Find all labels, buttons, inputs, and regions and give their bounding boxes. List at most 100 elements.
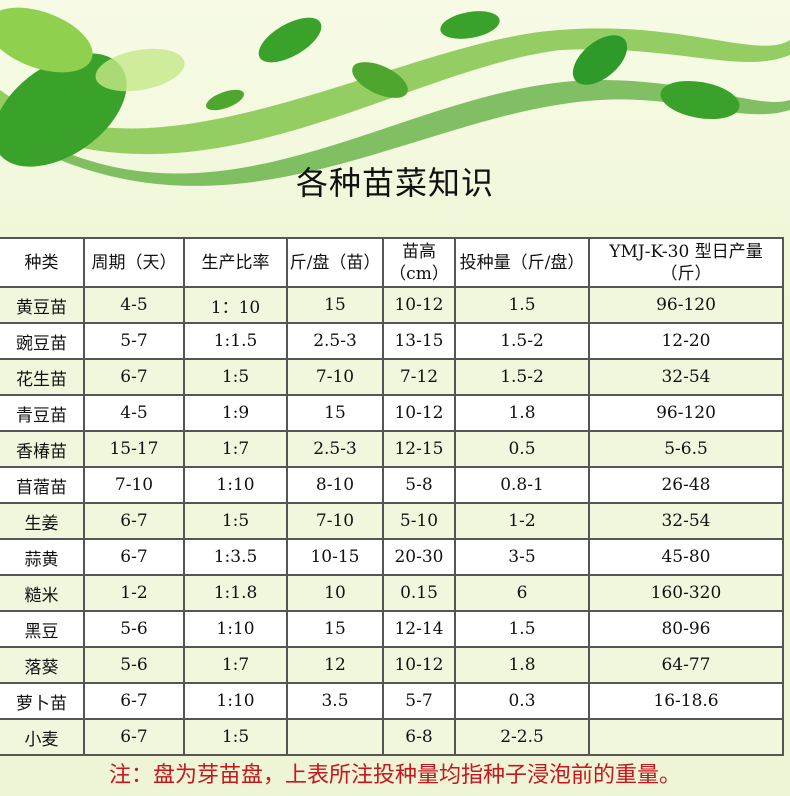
- table-cell: 7-10: [83, 466, 185, 504]
- table-cell: 1:5: [183, 358, 288, 396]
- table-row: 青豆苗 4-5 1:9 15 10-12 1.8 96-120: [0, 394, 784, 432]
- green-leaves-decoration: [0, 7, 790, 186]
- table-cell: 1:10: [183, 682, 288, 720]
- table-row: 糙米 1-2 1:1.8 10 0.15 6 160-320: [0, 574, 784, 612]
- table-cell: 1.8: [454, 646, 590, 684]
- table-cell: 1:10: [183, 466, 288, 504]
- table-cell: 32-54: [588, 502, 784, 540]
- table-cell: 15: [286, 610, 384, 648]
- table-cell: 64-77: [588, 646, 784, 684]
- table-cell: 0.5: [454, 430, 590, 468]
- page-title: 各种苗菜知识: [295, 164, 494, 202]
- table-cell: 2.5-3: [286, 322, 384, 360]
- table-cell: 4-5: [83, 286, 185, 324]
- table-cell: 7-10: [286, 358, 384, 396]
- table-cell: 10-12: [382, 286, 456, 324]
- table-cell: 豌豆苗: [0, 322, 85, 360]
- table-cell: 小麦: [0, 718, 85, 756]
- column-header: YMJ-K-30 型日产量（斤）: [588, 237, 784, 288]
- table-cell: 1:5: [183, 502, 288, 540]
- table-cell: 生姜: [0, 502, 85, 540]
- table-cell: 3.5: [286, 682, 384, 720]
- table-cell: 12-20: [588, 322, 784, 360]
- table-cell: 7-12: [382, 358, 456, 396]
- table-row: 蒜黄 6-7 1:3.5 10-15 20-30 3-5 45-80: [0, 538, 784, 576]
- table-cell: 12: [286, 646, 384, 684]
- column-header: 斤/盘（苗）: [286, 237, 384, 288]
- table-cell: 1:10: [183, 610, 288, 648]
- table-cell: 1:1.8: [183, 574, 288, 612]
- table-cell: 80-96: [588, 610, 784, 648]
- table-cell: 5-6: [83, 610, 185, 648]
- table-cell: 3-5: [454, 538, 590, 576]
- table-cell: 1.5: [454, 610, 590, 648]
- table-cell: 0.8-1: [454, 466, 590, 504]
- table-row: 黄豆苗 4-5 1：10 15 10-12 1.5 96-120: [0, 286, 784, 324]
- table-cell: 1:7: [183, 646, 288, 684]
- table-cell: 香椿苗: [0, 430, 85, 468]
- table-cell: 6-7: [83, 718, 185, 756]
- table-header-row: 种类 周期（天） 生产比率 斤/盘（苗） 苗高（cm） 投种量（斤/盘） YMJ-K-30 …: [0, 237, 784, 288]
- table-cell: 6-7: [83, 358, 185, 396]
- table-cell: 15: [286, 394, 384, 432]
- table-cell: 1.5-2: [454, 358, 590, 396]
- table-cell: 2.5-3: [286, 430, 384, 468]
- table-row: 小麦 6-7 1:5 6-8 2-2.5: [0, 718, 784, 756]
- table-cell: 5-8: [382, 466, 456, 504]
- table-cell: 26-48: [588, 466, 784, 504]
- footnote: 注：盘为芽苗盘，上表所注投种量均指种子浸泡前的重量。: [108, 763, 681, 788]
- table-cell: 10-15: [286, 538, 384, 576]
- table-cell: 96-120: [588, 394, 784, 432]
- table-cell: 20-30: [382, 538, 456, 576]
- table-cell: 5-6.5: [588, 430, 784, 468]
- table-cell: 1-2: [83, 574, 185, 612]
- table-cell: 13-15: [382, 322, 456, 360]
- table-cell: 10: [286, 574, 384, 612]
- table-cell: 1：10: [183, 286, 288, 324]
- table-cell: 2-2.5: [454, 718, 590, 756]
- table-row: 香椿苗 15-17 1:7 2.5-3 12-15 0.5 5-6.5: [0, 430, 784, 468]
- table-cell: 0.3: [454, 682, 590, 720]
- table-row: 黑豆 5-6 1:10 15 12-14 1.5 80-96: [0, 610, 784, 648]
- column-header: 投种量（斤/盘）: [454, 237, 590, 288]
- table-cell: 160-320: [588, 574, 784, 612]
- table-cell: 落葵: [0, 646, 85, 684]
- table-cell: 1.5-2: [454, 322, 590, 360]
- table-cell: 6-7: [83, 538, 185, 576]
- table-cell: 1.5: [454, 286, 590, 324]
- table-cell: 1-2: [454, 502, 590, 540]
- table-cell: 96-120: [588, 286, 784, 324]
- table-cell: 苜蓿苗: [0, 466, 85, 504]
- table-cell: 1:7: [183, 430, 288, 468]
- table-cell: 12-15: [382, 430, 456, 468]
- table-cell: 蒜黄: [0, 538, 85, 576]
- table-cell: 12-14: [382, 610, 456, 648]
- table-cell: 糙米: [0, 574, 85, 612]
- table-cell: 5-10: [382, 502, 456, 540]
- column-header: 周期（天）: [83, 237, 185, 288]
- table-row: 苜蓿苗 7-10 1:10 8-10 5-8 0.8-1 26-48: [0, 466, 784, 504]
- table-cell: 1.8: [454, 394, 590, 432]
- table-cell: [588, 718, 784, 756]
- column-header: 生产比率: [183, 237, 288, 288]
- table-cell: 8-10: [286, 466, 384, 504]
- table-row: 生姜 6-7 1:5 7-10 5-10 1-2 32-54: [0, 502, 784, 540]
- table-cell: 15-17: [83, 430, 185, 468]
- column-header: 种类: [0, 237, 85, 288]
- table-cell: 1:1.5: [183, 322, 288, 360]
- sprout-knowledge-table: 种类 周期（天） 生产比率 斤/盘（苗） 苗高（cm） 投种量（斤/盘） YMJ-K-30 …: [0, 237, 784, 756]
- table-cell: [286, 718, 384, 756]
- table-row: 萝卜苗 6-7 1:10 3.5 5-7 0.3 16-18.6: [0, 682, 784, 720]
- table-cell: 5-6: [83, 646, 185, 684]
- table-cell: 16-18.6: [588, 682, 784, 720]
- table-row: 豌豆苗 5-7 1:1.5 2.5-3 13-15 1.5-2 12-20: [0, 322, 784, 360]
- table-cell: 10-12: [382, 646, 456, 684]
- table-cell: 45-80: [588, 538, 784, 576]
- table-cell: 10-12: [382, 394, 456, 432]
- table-cell: 1:3.5: [183, 538, 288, 576]
- table-cell: 5-7: [83, 322, 185, 360]
- table-cell: 6: [454, 574, 590, 612]
- table-cell: 32-54: [588, 358, 784, 396]
- table-cell: 青豆苗: [0, 394, 85, 432]
- table-cell: 7-10: [286, 502, 384, 540]
